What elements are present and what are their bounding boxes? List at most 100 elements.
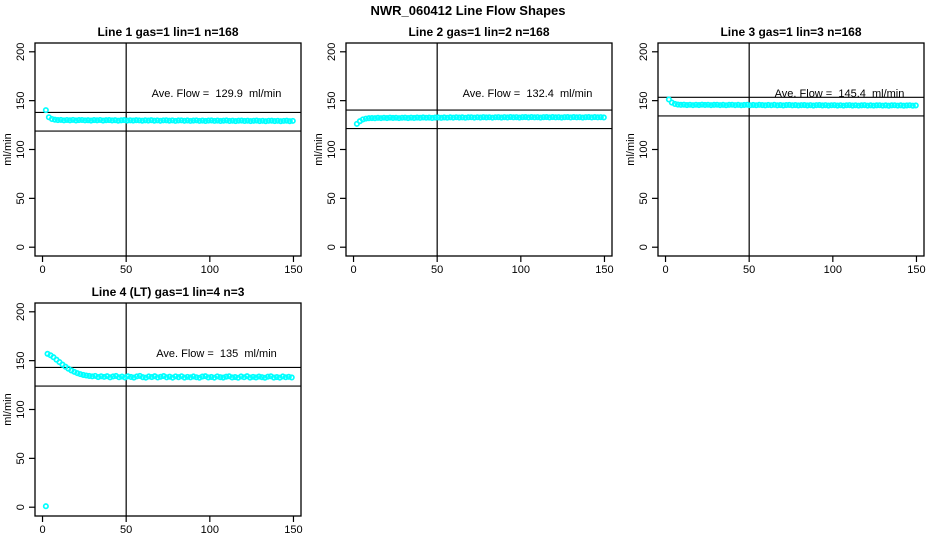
data-point [104,373,111,380]
data-point [193,374,200,381]
data-point [771,101,778,108]
data-point [208,117,215,124]
data-point [148,374,155,381]
data-point [190,117,197,124]
data-point [238,373,245,380]
data-point [510,114,517,121]
data-point [359,116,366,123]
data-point [498,114,505,121]
data-point [882,102,889,109]
x-axis-tick-label: 150 [284,264,302,276]
data-point [223,373,230,380]
data-point [101,373,108,380]
y-axis-tick-label: 150 [638,91,650,109]
data-point [172,117,179,124]
data-point [477,114,484,121]
data-point [813,102,820,109]
data-point [795,102,802,109]
data-point [689,102,697,109]
data-points [665,96,919,109]
data-point [97,116,104,124]
data-point [139,117,146,124]
data-point [414,114,421,121]
data-point [273,374,280,381]
panel-title: Line 3 gas=1 lin=3 n=168 [720,25,861,39]
data-point [426,114,433,121]
data-point [77,371,84,378]
data-point [540,114,547,121]
data-point [726,101,733,108]
data-point [819,102,826,109]
data-point [214,373,221,380]
data-point [579,114,586,121]
data-point [534,114,541,121]
data-point [271,118,278,125]
data-point [112,117,119,124]
data-point [528,114,535,121]
data-point [107,374,114,381]
data-point [483,114,490,121]
data-point [270,374,277,381]
data-point [747,102,754,109]
x-axis-tick-label: 150 [284,524,302,536]
data-point [187,117,194,124]
x-axis-tick-label: 50 [431,264,443,276]
plot-box [34,42,302,257]
data-point [707,102,715,109]
data-point [63,116,71,124]
y-axis-tick-label: 100 [15,140,27,158]
data-point [80,371,87,378]
data-point [184,373,191,380]
data-point [717,102,724,109]
y-axis-label: ml/min [625,133,637,165]
data-point [513,114,520,121]
data-point [95,374,102,381]
data-point [121,374,129,381]
data-point [220,374,227,381]
data-point [789,102,796,109]
x-axis-tick-label: 150 [595,264,613,276]
data-point [786,101,793,108]
data-point [858,102,865,109]
data-point [133,373,140,380]
y-axis-tick-label: 0 [326,244,338,250]
data-point [870,102,877,109]
data-point [181,374,188,381]
data-point [172,373,179,380]
data-point [196,117,203,124]
data-point [157,117,164,124]
x-axis-tick-label: 0 [39,264,45,276]
y-axis-tick-label: 100 [15,400,27,418]
data-point [145,117,152,124]
data-point [807,102,814,109]
data-point [389,114,397,121]
y-axis-tick-label: 200 [638,43,650,61]
data-point [72,117,80,124]
data-point [91,117,98,124]
y-axis-tick-label: 0 [15,244,27,250]
data-point [765,101,772,108]
data-point [861,102,868,109]
data-point [98,373,105,380]
data-point [897,102,904,109]
y-axis-tick-label: 150 [15,91,27,109]
data-point [683,101,690,109]
data-point [247,118,254,125]
x-axis-tick-label: 0 [350,264,356,276]
data-point [591,114,598,121]
data-point [398,114,406,121]
y-axis-tick-label: 0 [15,504,27,510]
y-axis-tick-label: 50 [638,192,650,204]
data-point [217,374,224,381]
data-point [42,107,49,114]
data-point [148,117,155,124]
data-point [879,102,886,109]
data-point [756,101,763,108]
data-point [118,117,125,124]
data-point [288,374,295,381]
data-point [710,101,718,108]
data-point [205,117,212,124]
data-point [51,116,58,123]
data-point [692,101,700,108]
data-point [196,374,203,381]
